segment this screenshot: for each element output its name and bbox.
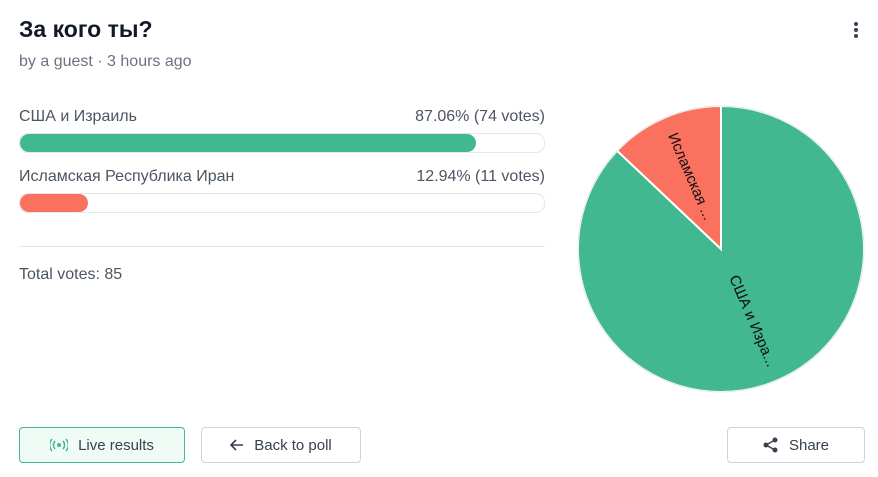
result-row: США и Израиль 87.06% (74 votes)	[19, 108, 545, 153]
button-label: Live results	[78, 436, 154, 454]
option-result: 12.94% (11 votes)	[416, 168, 545, 185]
back-button[interactable]: Back to poll	[201, 427, 361, 463]
bar-fill	[20, 134, 477, 152]
button-label: Back to poll	[254, 436, 332, 454]
poll-subtitle: by a guest · 3 hours ago	[19, 53, 192, 70]
live-icon	[50, 438, 69, 452]
share-button[interactable]: Share	[727, 427, 865, 463]
option-result: 87.06% (74 votes)	[415, 108, 545, 125]
menu-button[interactable]	[850, 20, 862, 40]
option-label: США и Израиль	[19, 108, 137, 125]
pie-chart: США и Изра...Исламская ...	[577, 104, 865, 393]
bar-track	[19, 193, 545, 213]
arrow-icon	[230, 439, 244, 451]
share-icon	[763, 437, 778, 453]
total-votes: Total votes: 85	[19, 266, 123, 283]
option-label: Исламская Республика Иран	[19, 168, 235, 185]
button-label: Share	[788, 436, 830, 454]
divider	[19, 246, 545, 247]
result-row: Исламская Республика Иран 12.94% (11 vote…	[19, 168, 545, 213]
poll-title: За кого ты?	[19, 16, 153, 42]
bar-fill	[20, 194, 88, 212]
pie-outline	[577, 105, 865, 393]
live-results-button[interactable]: Live results	[19, 427, 185, 463]
bar-track	[19, 133, 545, 153]
